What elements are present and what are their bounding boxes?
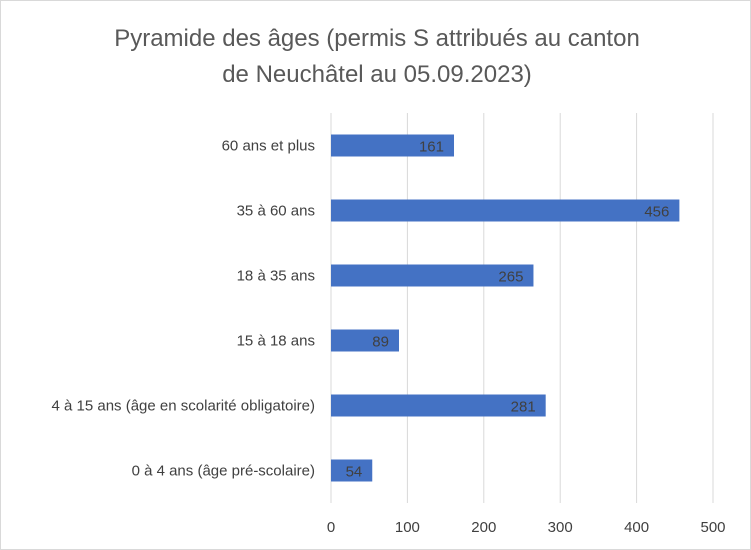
chart-title-line-1: Pyramide des âges (permis S attribués au… [114,25,640,52]
data-label: 54 [346,464,363,481]
x-tick-label: 400 [624,519,649,536]
x-tick-label: 200 [471,519,496,536]
chart-title: Pyramide des âges (permis S attribués au… [114,25,640,88]
category-label: 15 à 18 ans [237,333,315,350]
bars [331,134,680,482]
bar [331,459,373,482]
x-tick-label: 300 [548,519,573,536]
category-label: 4 à 15 ans (âge en scolarité obligatoire… [52,398,316,415]
bar [331,264,534,287]
bar [331,199,680,222]
gridlines [330,113,714,503]
chart-title-line-2: de Neuchâtel au 05.09.2023) [222,61,532,88]
data-label: 265 [498,269,523,286]
data-labels: 161 456 265 89 281 54 [346,139,670,481]
data-label: 161 [419,139,444,156]
data-label: 89 [372,334,389,351]
data-label: 456 [644,204,669,221]
bar [331,134,455,157]
category-labels: 60 ans et plus 35 à 60 ans 18 à 35 ans 15 à… [52,138,316,480]
category-label: 18 à 35 ans [237,268,315,285]
x-axis-tick-labels: 0 100 200 300 400 500 [327,519,726,536]
x-tick-label: 0 [327,519,335,536]
category-label: 35 à 60 ans [237,203,315,220]
data-label: 281 [511,399,536,416]
bar [331,394,546,417]
x-tick-label: 100 [395,519,420,536]
x-tick-label: 500 [700,519,725,536]
bar [331,329,399,352]
category-label: 60 ans et plus [222,138,315,155]
category-label: 0 à 4 ans (âge pré-scolaire) [132,463,315,480]
